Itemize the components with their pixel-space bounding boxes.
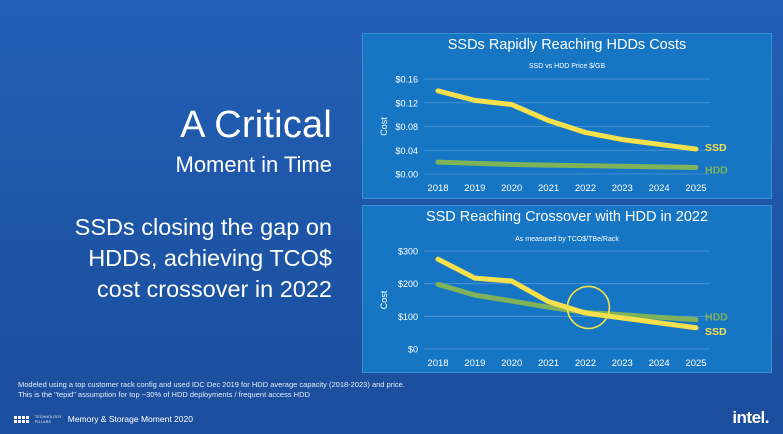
chart-subtitle: As measured by TCO$/TBe/Rack: [515, 236, 619, 243]
y-tick-label: $0.12: [395, 98, 418, 108]
y-tick-label: $100: [398, 312, 418, 322]
y-tick-label: $0.04: [395, 146, 418, 156]
slide-body: SSDs closing the gap on HDDs, achieving …: [75, 212, 332, 305]
tco-chart: $0 $100 $200 $300 Cost 2018 2019 2020 2021 2022 20…: [379, 247, 728, 370]
crossover-circle: [566, 285, 611, 330]
x-tick-label: 2022: [575, 358, 596, 369]
footnote: Modeled using a top customer rack config…: [18, 380, 405, 399]
series-label-hdd: HDD: [705, 312, 728, 324]
series-line-hdd: [435, 281, 699, 323]
footnote-line: This is the "tepid" assumption for top ~…: [18, 389, 310, 399]
y-tick-label: $0.00: [395, 170, 418, 180]
chart-panel-tco: SSD Reaching Crossover with HDD in 2022 …: [362, 205, 772, 373]
x-tick-label: 2024: [649, 183, 670, 194]
body-line: SSDs closing the gap on: [74, 214, 332, 240]
slide-title: A Critical: [180, 104, 332, 146]
brand-dots-icon: [14, 415, 29, 423]
x-tick-label: 2023: [612, 183, 633, 194]
x-tick-label: 2023: [612, 358, 633, 369]
footer-event-name: Memory & Storage Moment 2020: [67, 414, 193, 424]
price-chart: $0.00 $0.04 $0.08 $0.12 $0.16 Cost 2018 2019 202…: [379, 75, 728, 195]
brand-mark: TECHNOLOGY PILLARS: [35, 415, 62, 424]
body-line: cost crossover in 2022: [96, 276, 332, 302]
x-tick-label: 2018: [427, 358, 448, 369]
y-tick-label: $0.08: [395, 122, 418, 132]
intel-logo: intel.: [732, 408, 769, 427]
chart-subtitle: SSD vs HDD Price $/GB: [528, 63, 606, 70]
y-axis-label: Cost: [379, 117, 389, 136]
brand-tiny-text: PILLARS: [35, 419, 52, 424]
chart-title: SSD Reaching Crossover with HDD in 2022: [425, 209, 709, 225]
brand-tiny-text: TECHNOLOGY: [35, 414, 62, 419]
series-label-ssd: SSD: [705, 142, 727, 154]
series-line-ssd: [435, 88, 699, 152]
series-label-ssd: SSD: [705, 326, 727, 338]
y-tick-label: $300: [398, 247, 418, 257]
y-axis-label: Cost: [379, 290, 389, 309]
series-line-hdd: [435, 159, 699, 170]
chart-title: SSDs Rapidly Reaching HDDs Costs: [447, 37, 687, 53]
body-line: HDDs, achieving TCO$: [88, 245, 332, 271]
x-tick-label: 2022: [575, 183, 596, 194]
slide-subtitle: Moment in Time: [175, 152, 333, 177]
x-tick-label: 2025: [685, 183, 706, 194]
chart-panel-price: SSDs Rapidly Reaching HDDs Costs SSD vs …: [362, 33, 772, 199]
y-tick-label: $0.16: [395, 75, 418, 85]
x-tick-label: 2024: [649, 358, 670, 369]
y-tick-label: $200: [398, 279, 418, 289]
x-tick-label: 2025: [685, 358, 706, 369]
x-tick-label: 2020: [501, 183, 522, 194]
x-tick-label: 2021: [538, 183, 559, 194]
x-tick-label: 2019: [464, 358, 485, 369]
x-tick-label: 2020: [501, 358, 522, 369]
series-label-hdd: HDD: [705, 164, 728, 176]
footnote-line: Modeled using a top customer rack config…: [18, 380, 405, 389]
footer-brand: TECHNOLOGY PILLARS Memory & Storage Mome…: [14, 414, 193, 424]
y-tick-label: $0: [408, 345, 418, 355]
x-tick-label: 2021: [538, 358, 559, 369]
x-tick-label: 2018: [427, 183, 448, 194]
x-tick-label: 2019: [464, 183, 485, 194]
